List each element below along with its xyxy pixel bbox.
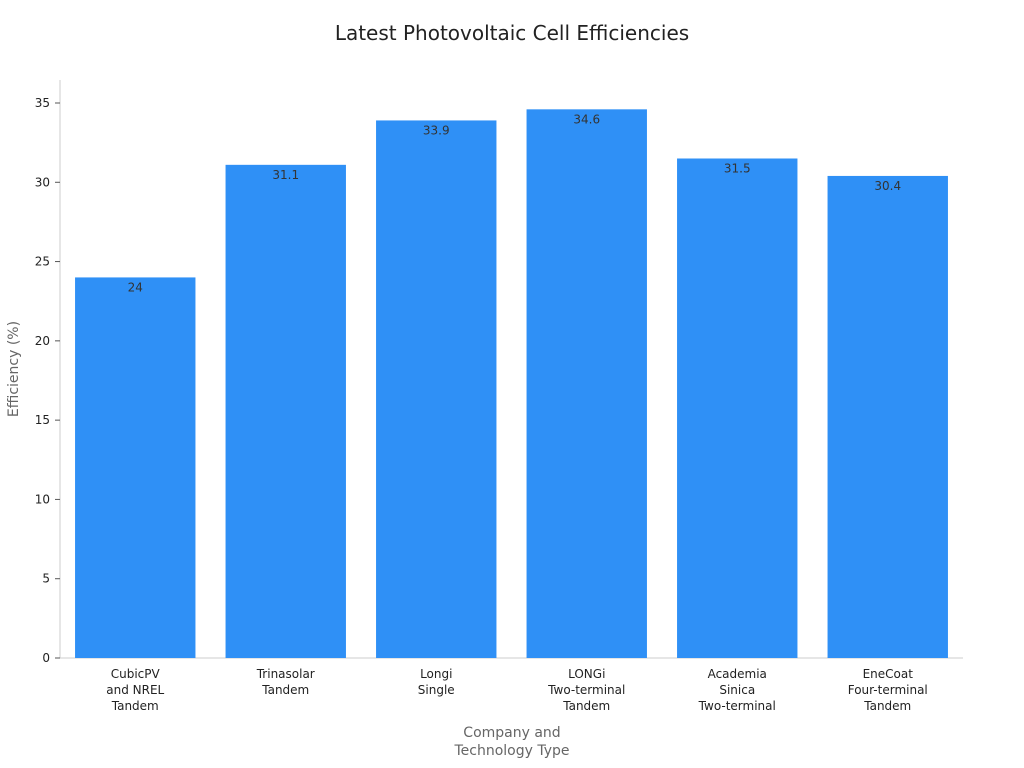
value-label: 34.6: [573, 112, 600, 126]
value-label: 31.5: [724, 161, 751, 175]
value-label: 33.9: [423, 123, 450, 137]
x-tick-label: EneCoat Four-terminal Tandem: [847, 667, 928, 713]
bar: [526, 109, 647, 659]
y-tick-label: 35: [35, 96, 50, 110]
y-tick-label: 15: [35, 413, 50, 427]
x-tick-label: Trinasolar Tandem: [256, 667, 315, 697]
y-tick-label: 25: [35, 255, 50, 269]
bar: [225, 164, 346, 658]
x-tick-label: CubicPV and NREL Tandem: [106, 667, 165, 713]
bar: [827, 175, 948, 659]
y-axis-title: Efficiency (%): [6, 321, 22, 417]
x-tick-label: Longi Single: [417, 667, 455, 697]
bar: [376, 120, 497, 658]
bar: [75, 277, 196, 658]
y-tick-label: 20: [35, 334, 50, 348]
bar: [677, 158, 798, 658]
y-tick-label: 0: [42, 651, 50, 665]
y-tick-label: 5: [42, 572, 50, 586]
value-label: 24: [128, 280, 143, 294]
x-tick-label: LONGi Two-terminal Tandem: [548, 667, 626, 713]
value-label: 31.1: [272, 168, 299, 182]
chart-title: Latest Photovoltaic Cell Efficiencies: [335, 21, 689, 45]
y-tick-label: 10: [35, 492, 50, 506]
x-axis-title: Company and Technology Type: [454, 725, 570, 759]
x-tick-label: Academia Sinica Two-terminal: [698, 667, 776, 713]
y-tick-label: 30: [35, 175, 50, 189]
value-label: 30.4: [874, 179, 901, 193]
